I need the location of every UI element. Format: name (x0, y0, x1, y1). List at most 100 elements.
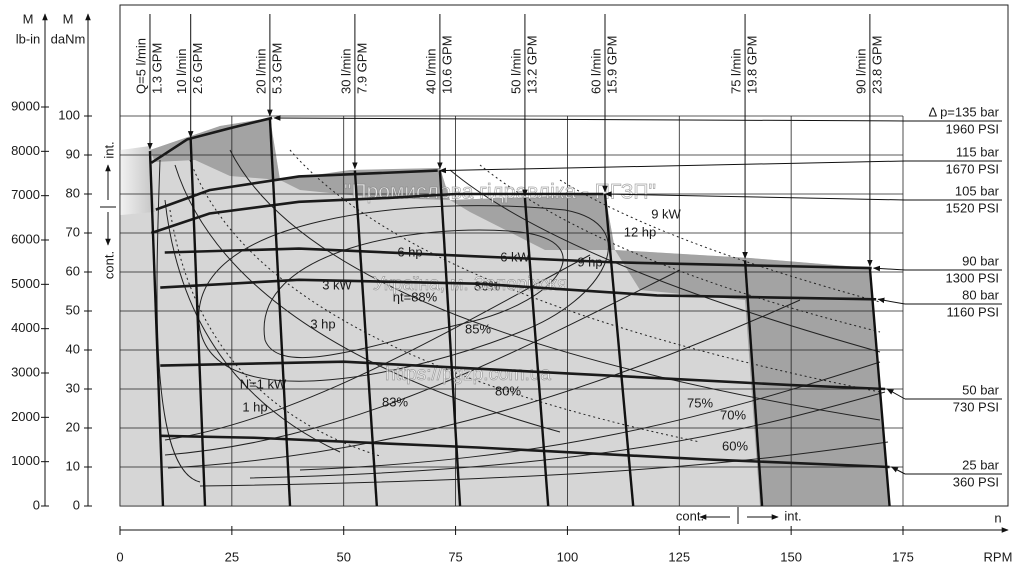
flow-line (189, 139, 207, 507)
y2-tick-label: 7000 (11, 187, 40, 202)
flow-label: 60 l/min (588, 48, 603, 94)
efficiency-label: 86% (474, 278, 500, 293)
y-tick-label: 80 (66, 185, 80, 200)
y-tick-label: 60 (66, 263, 80, 278)
flow-gpm: 19.8 GPM (744, 35, 759, 94)
pressure-psi: 1160 PSI (946, 304, 999, 319)
intermittent-zone (450, 194, 615, 250)
pressure-psi: 1670 PSI (946, 161, 1000, 176)
power-label: 12 hp (624, 224, 657, 239)
flow-line (438, 170, 462, 507)
pressure-psi: 360 PSI (953, 474, 999, 489)
y2-tick-label: 6000 (11, 231, 40, 246)
pressure-label: Δ p=135 bar (929, 104, 1000, 119)
pressure-arrow (877, 297, 906, 305)
pressure-line (150, 192, 604, 235)
y2-tick-label: 9000 (11, 98, 40, 113)
pressure-arrow (890, 466, 906, 475)
flow-line (148, 151, 165, 507)
flow-label: 90 l/min (853, 48, 868, 94)
pressure-psi: 730 PSI (953, 399, 999, 414)
efficiency-label: 75% (687, 395, 713, 410)
pressure-arrow (886, 388, 906, 400)
efficiency-label: ηt=88% (393, 289, 438, 304)
y2-tick-label: 1000 (11, 453, 40, 468)
flow-gpm: 23.8 GPM (869, 35, 884, 94)
power-label: 3 hp (310, 316, 335, 331)
flow-line (868, 268, 891, 507)
flow-line (603, 193, 635, 507)
y2-tick-label: 4000 (11, 320, 40, 335)
y-tick-label: 100 (58, 107, 80, 122)
pressure-psi: 1520 PSI (946, 200, 1000, 215)
intermittent-zone (150, 118, 280, 180)
y-tick-label: 0 (73, 497, 80, 512)
power-label: 1 hp (242, 399, 267, 414)
power-curve (229, 149, 881, 421)
pressure-arrow (273, 115, 906, 122)
pressure-label: 115 bar (956, 144, 1000, 159)
efficiency-curve (164, 269, 681, 456)
flow-gpm: 7.9 GPM (354, 43, 369, 94)
power-label: 6 hp (397, 244, 422, 259)
flow-gpm: 1.3 GPM (149, 43, 164, 94)
flow-line (523, 197, 550, 507)
y-tick-label: 30 (66, 380, 80, 395)
flow-label: 20 l/min (253, 48, 268, 94)
pressure-line (160, 434, 890, 469)
y-axis-label: M (63, 11, 74, 26)
flow-label: 30 l/min (338, 48, 353, 94)
flow-gpm: 13.2 GPM (524, 35, 539, 94)
continuous-zone (120, 118, 890, 506)
x-axis-label: n (994, 510, 1001, 525)
pressure-line (160, 278, 877, 301)
pressure-line (155, 169, 438, 211)
flow-gpm: 2.6 GPM (190, 43, 205, 94)
x-tick-label: 150 (780, 549, 802, 564)
pressure-arrow (438, 160, 906, 174)
zone-label: int. (101, 141, 116, 158)
x-axis-unit: RPM (984, 549, 1013, 564)
pressure-label: 90 bar (962, 253, 1000, 268)
flow-gpm: 15.9 GPM (604, 35, 619, 94)
flow-gpm: 5.3 GPM (269, 43, 284, 94)
efficiency-label: 70% (720, 407, 746, 422)
y2-tick-label: 0 (33, 497, 40, 512)
y-tick-label: 90 (66, 146, 80, 161)
flow-line (268, 117, 292, 507)
flow-label: 10 l/min (174, 48, 189, 94)
y-axis-unit: daNm (51, 31, 86, 46)
efficiency-curve (199, 441, 889, 487)
y2-axis-label: M (23, 11, 34, 26)
power-curve (559, 179, 881, 303)
efficiency-label: 83% (382, 394, 408, 409)
efficiency-curve (156, 159, 201, 483)
x-tick-label: 75 (448, 549, 462, 564)
flow-line (743, 260, 764, 507)
zone-label: cont. (101, 251, 116, 279)
power-curve (189, 159, 701, 443)
y2-tick-label: 5000 (11, 276, 40, 291)
efficiency-curve (198, 205, 609, 382)
flow-label: 50 l/min (508, 48, 523, 94)
power-curve (164, 199, 341, 453)
x-tick-label: 175 (892, 549, 914, 564)
grid (119, 115, 904, 507)
power-curve (289, 149, 881, 393)
efficiency-label: 80% (495, 383, 521, 398)
flow-label: 75 l/min (728, 48, 743, 94)
flow-label: 40 l/min (423, 48, 438, 94)
y-tick-label: 40 (66, 341, 80, 356)
x-tick-label: 125 (668, 549, 690, 564)
y-tick-label: 50 (66, 302, 80, 317)
y-tick-label: 20 (66, 419, 80, 434)
y2-tick-label: 2000 (11, 409, 40, 424)
pressure-label: 80 bar (962, 287, 1000, 302)
y2-axis-unit: lb-in (16, 31, 41, 46)
pressure-psi: 1300 PSI (946, 270, 1000, 285)
pressure-label: 105 bar (955, 183, 1000, 198)
efficiency-curve (249, 391, 886, 479)
flow-gpm: 10.6 GPM (439, 35, 454, 94)
watermark: "Промислова гідравліка - ПГЗП" (344, 181, 656, 204)
